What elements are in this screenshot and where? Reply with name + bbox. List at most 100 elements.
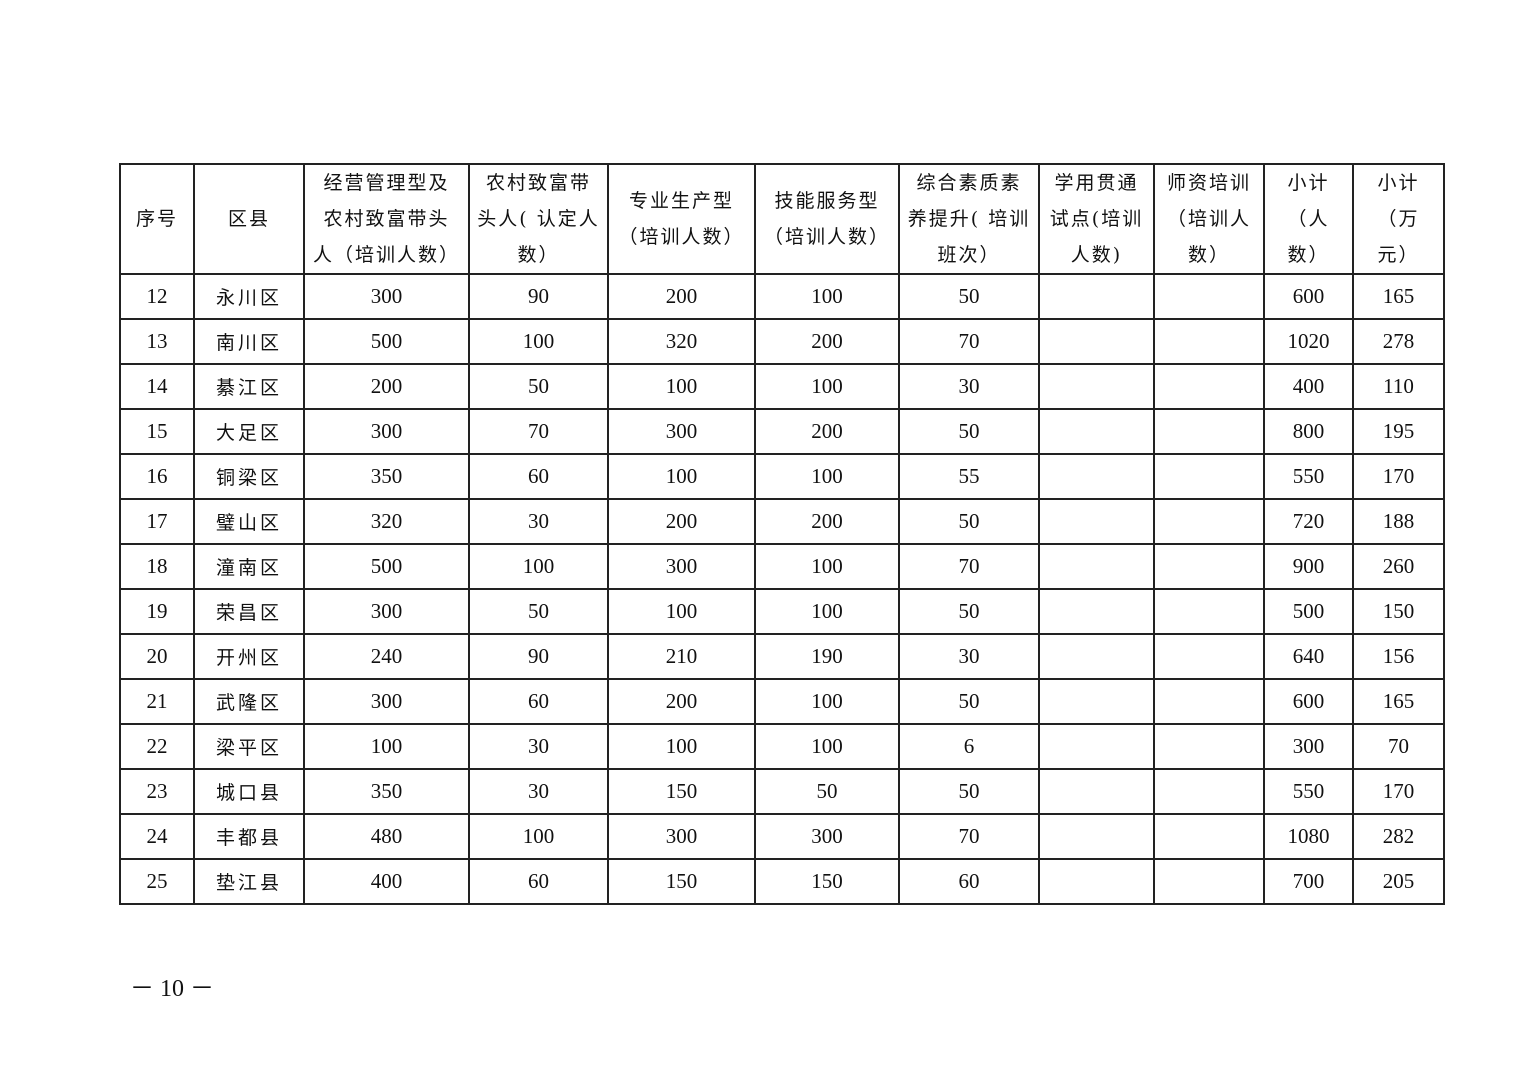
table-cell: 50 <box>468 363 609 410</box>
table-cell: 200 <box>754 498 900 545</box>
table-row: 14 綦江区 200 50 100 100 30 400 110 <box>119 363 1445 410</box>
table-cell: 190 <box>754 633 900 680</box>
table-cell: 282 <box>1352 813 1445 860</box>
table-cell: 300 <box>1263 723 1354 770</box>
table-cell: 13 <box>119 318 195 365</box>
table-cell: 150 <box>754 858 900 905</box>
table-cell: 50 <box>898 498 1040 545</box>
table-cell: 20 <box>119 633 195 680</box>
table-cell: 铜梁区 <box>193 453 305 500</box>
column-header: 区县 <box>193 163 305 275</box>
table-cell: 150 <box>607 858 756 905</box>
table-cell <box>1038 318 1155 365</box>
table-cell: 100 <box>607 723 756 770</box>
table-cell <box>1153 498 1265 545</box>
table-cell: 30 <box>898 363 1040 410</box>
table-cell: 100 <box>303 723 470 770</box>
table-cell: 320 <box>303 498 470 545</box>
table-cell <box>1038 453 1155 500</box>
table-cell: 90 <box>468 273 609 320</box>
table-cell: 21 <box>119 678 195 725</box>
table-cell: 260 <box>1352 543 1445 590</box>
table-cell: 19 <box>119 588 195 635</box>
column-header: 经营管理型及 农村致富带头 人（培训人数） <box>303 163 470 275</box>
table-cell <box>1153 363 1265 410</box>
table-cell: 350 <box>303 768 470 815</box>
table-cell <box>1038 813 1155 860</box>
table-cell: 24 <box>119 813 195 860</box>
table-cell: 200 <box>754 408 900 455</box>
table-cell: 550 <box>1263 768 1354 815</box>
table-cell: 18 <box>119 543 195 590</box>
table-cell: 70 <box>898 318 1040 365</box>
table-cell <box>1153 588 1265 635</box>
table-cell <box>1038 858 1155 905</box>
table-cell: 1080 <box>1263 813 1354 860</box>
table-cell: 50 <box>898 273 1040 320</box>
table-cell <box>1038 678 1155 725</box>
table-row: 15 大足区 300 70 300 200 50 800 195 <box>119 408 1445 455</box>
table-cell: 110 <box>1352 363 1445 410</box>
table-cell: 30 <box>468 723 609 770</box>
table-cell: 300 <box>607 813 756 860</box>
table-cell: 60 <box>898 858 1040 905</box>
table-cell <box>1038 543 1155 590</box>
table-row: 21 武隆区 300 60 200 100 50 600 165 <box>119 678 1445 725</box>
table-cell: 丰都县 <box>193 813 305 860</box>
table-cell: 70 <box>898 813 1040 860</box>
table-cell: 350 <box>303 453 470 500</box>
column-header: 学用贯通 试点(培训 人数) <box>1038 163 1155 275</box>
table-cell: 30 <box>898 633 1040 680</box>
table-cell: 23 <box>119 768 195 815</box>
table-cell: 156 <box>1352 633 1445 680</box>
table-cell: 100 <box>754 363 900 410</box>
training-table: 序号 区县 经营管理型及 农村致富带头 人（培训人数） 农村致富带 头人( 认定人 数… <box>119 163 1445 905</box>
column-header: 小计 （万 元） <box>1352 163 1445 275</box>
table-cell: 200 <box>303 363 470 410</box>
table-cell: 500 <box>303 318 470 365</box>
table-cell: 150 <box>607 768 756 815</box>
table-cell: 100 <box>468 318 609 365</box>
table-cell: 50 <box>898 678 1040 725</box>
table-cell: 17 <box>119 498 195 545</box>
table-cell <box>1153 633 1265 680</box>
page-number: － 10 － <box>130 976 214 1002</box>
table-cell: 南川区 <box>193 318 305 365</box>
table-cell: 100 <box>754 723 900 770</box>
table-cell: 200 <box>607 498 756 545</box>
table-cell: 210 <box>607 633 756 680</box>
table-cell: 璧山区 <box>193 498 305 545</box>
table-cell: 1020 <box>1263 318 1354 365</box>
table-cell <box>1038 363 1155 410</box>
table-cell <box>1153 408 1265 455</box>
table-cell: 300 <box>754 813 900 860</box>
table-cell: 300 <box>303 273 470 320</box>
column-header: 技能服务型 （培训人数） <box>754 163 900 275</box>
table-cell: 15 <box>119 408 195 455</box>
table-cell <box>1153 453 1265 500</box>
table-cell <box>1038 723 1155 770</box>
table-cell <box>1153 678 1265 725</box>
table-cell: 100 <box>468 813 609 860</box>
table-cell <box>1153 768 1265 815</box>
table-cell: 188 <box>1352 498 1445 545</box>
table-cell: 垫江县 <box>193 858 305 905</box>
table-cell: 200 <box>607 678 756 725</box>
table-cell: 14 <box>119 363 195 410</box>
table-cell: 240 <box>303 633 470 680</box>
table-row: 12 永川区 300 90 200 100 50 600 165 <box>119 273 1445 320</box>
table-cell: 55 <box>898 453 1040 500</box>
table-row: 13 南川区 500 100 320 200 70 1020 278 <box>119 318 1445 365</box>
table-cell: 480 <box>303 813 470 860</box>
table-cell: 100 <box>754 453 900 500</box>
table-cell: 50 <box>468 588 609 635</box>
table-cell: 50 <box>898 768 1040 815</box>
table-cell: 150 <box>1352 588 1445 635</box>
table-cell: 30 <box>468 498 609 545</box>
table-cell: 500 <box>1263 588 1354 635</box>
column-header: 综合素质素 养提升( 培训 班次） <box>898 163 1040 275</box>
table-cell: 500 <box>303 543 470 590</box>
table-cell <box>1038 408 1155 455</box>
table-cell: 60 <box>468 453 609 500</box>
